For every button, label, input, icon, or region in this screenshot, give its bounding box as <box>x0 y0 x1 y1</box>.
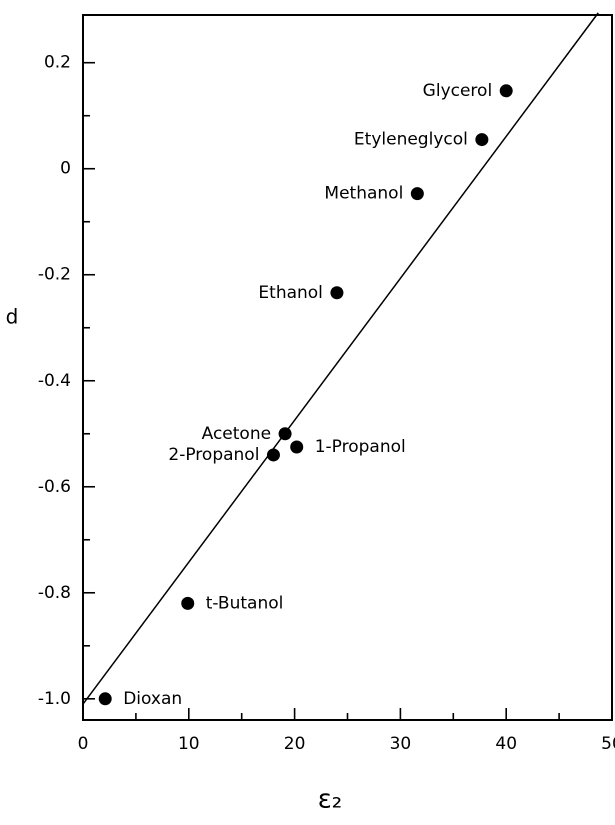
point-label: Ethanol <box>258 283 323 303</box>
point-label: Etyleneglycol <box>354 130 468 150</box>
x-axis-label: ε₂ <box>318 785 342 815</box>
data-point <box>290 440 304 454</box>
x-tick-label: 10 <box>178 734 200 754</box>
y-axis-label: d <box>6 305 19 329</box>
data-point <box>330 286 344 300</box>
data-point <box>98 692 112 706</box>
data-point <box>499 84 513 98</box>
point-label: 2-Propanol <box>168 445 259 465</box>
y-tick-label: -0.2 <box>38 265 71 285</box>
x-tick-label: 30 <box>390 734 412 754</box>
data-point <box>266 448 280 462</box>
point-label: Dioxan <box>123 689 182 709</box>
x-tick-label: 50 <box>601 734 615 754</box>
point-label: t-Butanol <box>206 593 284 613</box>
plot-frame <box>82 14 613 721</box>
point-label: Acetone <box>202 424 271 444</box>
data-point <box>181 596 195 610</box>
point-label: Methanol <box>324 184 403 204</box>
y-tick-label: -0.6 <box>38 477 71 497</box>
point-label: Glycerol <box>423 81 493 101</box>
data-point <box>475 133 489 147</box>
fit-line <box>82 12 599 705</box>
x-tick-label: 0 <box>78 734 89 754</box>
y-tick-label: 0 <box>60 159 71 179</box>
x-tick-label: 40 <box>495 734 517 754</box>
x-tick-label: 20 <box>284 734 306 754</box>
point-label: 1-Propanol <box>315 437 406 457</box>
y-tick-label: -0.8 <box>38 583 71 603</box>
data-point <box>410 187 424 201</box>
y-tick-label: -0.4 <box>38 371 71 391</box>
data-point <box>278 427 292 441</box>
y-tick-label: -1.0 <box>38 689 71 709</box>
y-tick-label: 0.2 <box>44 53 71 73</box>
